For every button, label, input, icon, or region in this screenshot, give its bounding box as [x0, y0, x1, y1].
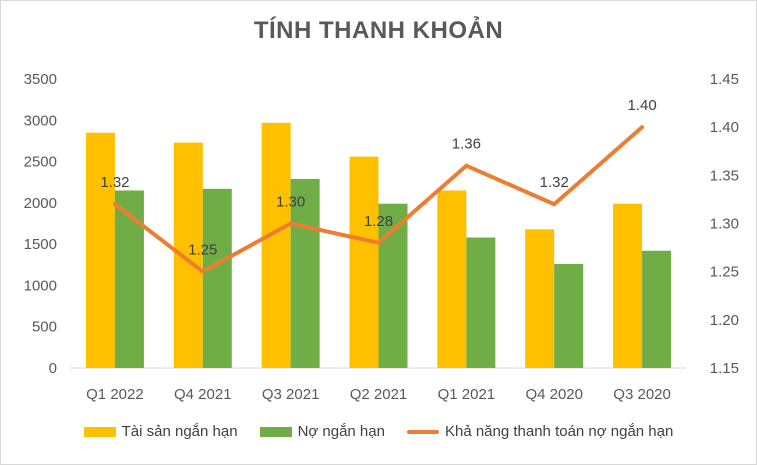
y-right-tick-label: 1.30 — [710, 216, 739, 233]
y-right-tick-label: 1.15 — [710, 360, 739, 377]
bar-liabilities — [642, 250, 672, 368]
bar-liabilities — [290, 178, 320, 368]
legend-swatch-assets — [83, 426, 116, 437]
legend-label-liabilities: Nợ ngắn hạn — [297, 423, 385, 440]
y-right-tick-label: 1.40 — [710, 119, 739, 136]
y-right-tick-label: 1.20 — [710, 312, 739, 329]
bar-assets — [525, 229, 555, 368]
bar-assets — [85, 132, 115, 368]
legend-label-assets: Tài sản ngắn hạn — [121, 423, 238, 440]
ratio-line — [112, 125, 645, 274]
bar-assets — [613, 203, 643, 368]
ratio-data-label: 1.28 — [364, 213, 393, 230]
ratio-data-label: 1.32 — [540, 174, 569, 191]
legend: Tài sản ngắn hạn Nợ ngắn hạn Khả năng th… — [1, 423, 756, 440]
legend-item-assets: Tài sản ngắn hạn — [83, 423, 238, 440]
legend-swatch-liabilities — [259, 426, 292, 437]
x-tick-label: Q1 2022 — [86, 386, 144, 403]
y-left-tick-label: 1500 — [24, 236, 57, 253]
bar-liabilities — [114, 190, 144, 368]
ratio-data-label: 1.30 — [276, 194, 305, 211]
bar-assets — [437, 190, 467, 368]
y-left-tick-label: 2000 — [24, 195, 57, 212]
legend-item-liabilities: Nợ ngắn hạn — [259, 423, 385, 440]
y-left-tick-label: 2500 — [24, 154, 57, 171]
ratio-data-label: 1.36 — [452, 136, 481, 153]
x-tick-label: Q4 2021 — [174, 386, 232, 403]
bar-liabilities — [466, 237, 496, 368]
y-left-tick-label: 1000 — [24, 277, 57, 294]
ratio-data-label: 1.40 — [627, 97, 656, 114]
x-tick-label: Q4 2020 — [525, 386, 583, 403]
ratio-data-label: 1.32 — [100, 174, 129, 191]
y-left-tick-label: 3000 — [24, 112, 57, 129]
x-tick-label: Q2 2021 — [350, 386, 408, 403]
x-tick-label: Q1 2021 — [438, 386, 496, 403]
y-right-tick-label: 1.25 — [710, 264, 739, 281]
legend-swatch-ratio — [406, 429, 439, 434]
x-tick-label: Q3 2021 — [262, 386, 320, 403]
bar-assets — [349, 156, 379, 368]
bar-assets — [261, 122, 291, 369]
bar-liabilities — [202, 188, 232, 368]
y-left-tick-label: 0 — [49, 360, 57, 377]
y-right-tick-label: 1.45 — [710, 71, 739, 88]
chart-title: TÍNH THANH KHOẢN — [253, 17, 504, 44]
x-tick-label: Q3 2020 — [613, 386, 671, 403]
bar-liabilities — [554, 263, 584, 368]
legend-item-ratio: Khả năng thanh toán nợ ngắn hạn — [406, 423, 674, 440]
y-left-tick-label: 500 — [32, 319, 57, 336]
legend-label-ratio: Khả năng thanh toán nợ ngắn hạn — [444, 423, 674, 440]
y-left-tick-label: 3500 — [24, 71, 57, 88]
ratio-data-label: 1.25 — [188, 242, 217, 259]
y-right-tick-label: 1.35 — [710, 167, 739, 184]
